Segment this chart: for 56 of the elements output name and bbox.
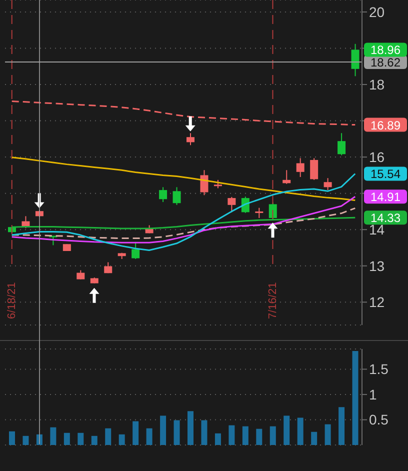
line-series (11, 156, 356, 201)
data-label: 16.89 (370, 118, 401, 132)
candlestick (324, 178, 332, 191)
line-series (11, 196, 356, 244)
annotation: 18.96 (370, 43, 401, 58)
y-tick-label: 12 (369, 294, 385, 310)
bar (284, 416, 290, 445)
candlestick (76, 270, 85, 280)
candlestick (296, 158, 304, 178)
bar (297, 418, 304, 445)
line-series (11, 207, 356, 240)
candlestick (351, 43, 360, 77)
data-label: 15.54 (370, 167, 401, 182)
y-tick-label: 1 (369, 386, 377, 402)
bar (64, 432, 70, 445)
bar (118, 434, 125, 445)
x-tick-label: 7/16/21 (266, 282, 279, 319)
bar (174, 420, 180, 445)
y-tick-label: 18 (369, 76, 385, 92)
bar (50, 427, 56, 445)
bar (214, 433, 221, 445)
bar (78, 432, 84, 445)
bar (228, 425, 235, 445)
y-tick-label: 0.5 (369, 412, 389, 428)
bar (160, 416, 166, 445)
x-tick-label: 6/18/21 (6, 282, 18, 319)
bar (242, 426, 248, 445)
candlestick (228, 196, 236, 213)
bar (22, 436, 29, 445)
y-tick-label: 16 (369, 149, 385, 166)
candlestick (282, 170, 291, 184)
bar (91, 436, 98, 445)
bar (132, 421, 139, 445)
bar (352, 351, 358, 445)
y-tick-label: 13 (369, 258, 385, 274)
bar (256, 428, 262, 445)
candlestick (159, 186, 168, 203)
y-tick-label: 1.5 (369, 361, 389, 378)
bar (146, 428, 152, 445)
bar (338, 407, 345, 445)
bar (201, 420, 208, 445)
candlestick (172, 186, 181, 206)
bar (105, 428, 112, 445)
bar (324, 424, 331, 445)
data-label: 14.91 (370, 190, 401, 204)
candlestick (338, 132, 346, 156)
y-tick-label: 20 (369, 4, 385, 20)
candlestick (186, 132, 194, 146)
bar (9, 431, 15, 445)
candlestick (255, 207, 264, 218)
bar (270, 426, 276, 445)
candlestick (310, 158, 318, 180)
ref-line-label: 18.62 (370, 56, 401, 70)
candlestick (200, 170, 208, 196)
bar (311, 432, 318, 445)
bar (188, 411, 194, 445)
